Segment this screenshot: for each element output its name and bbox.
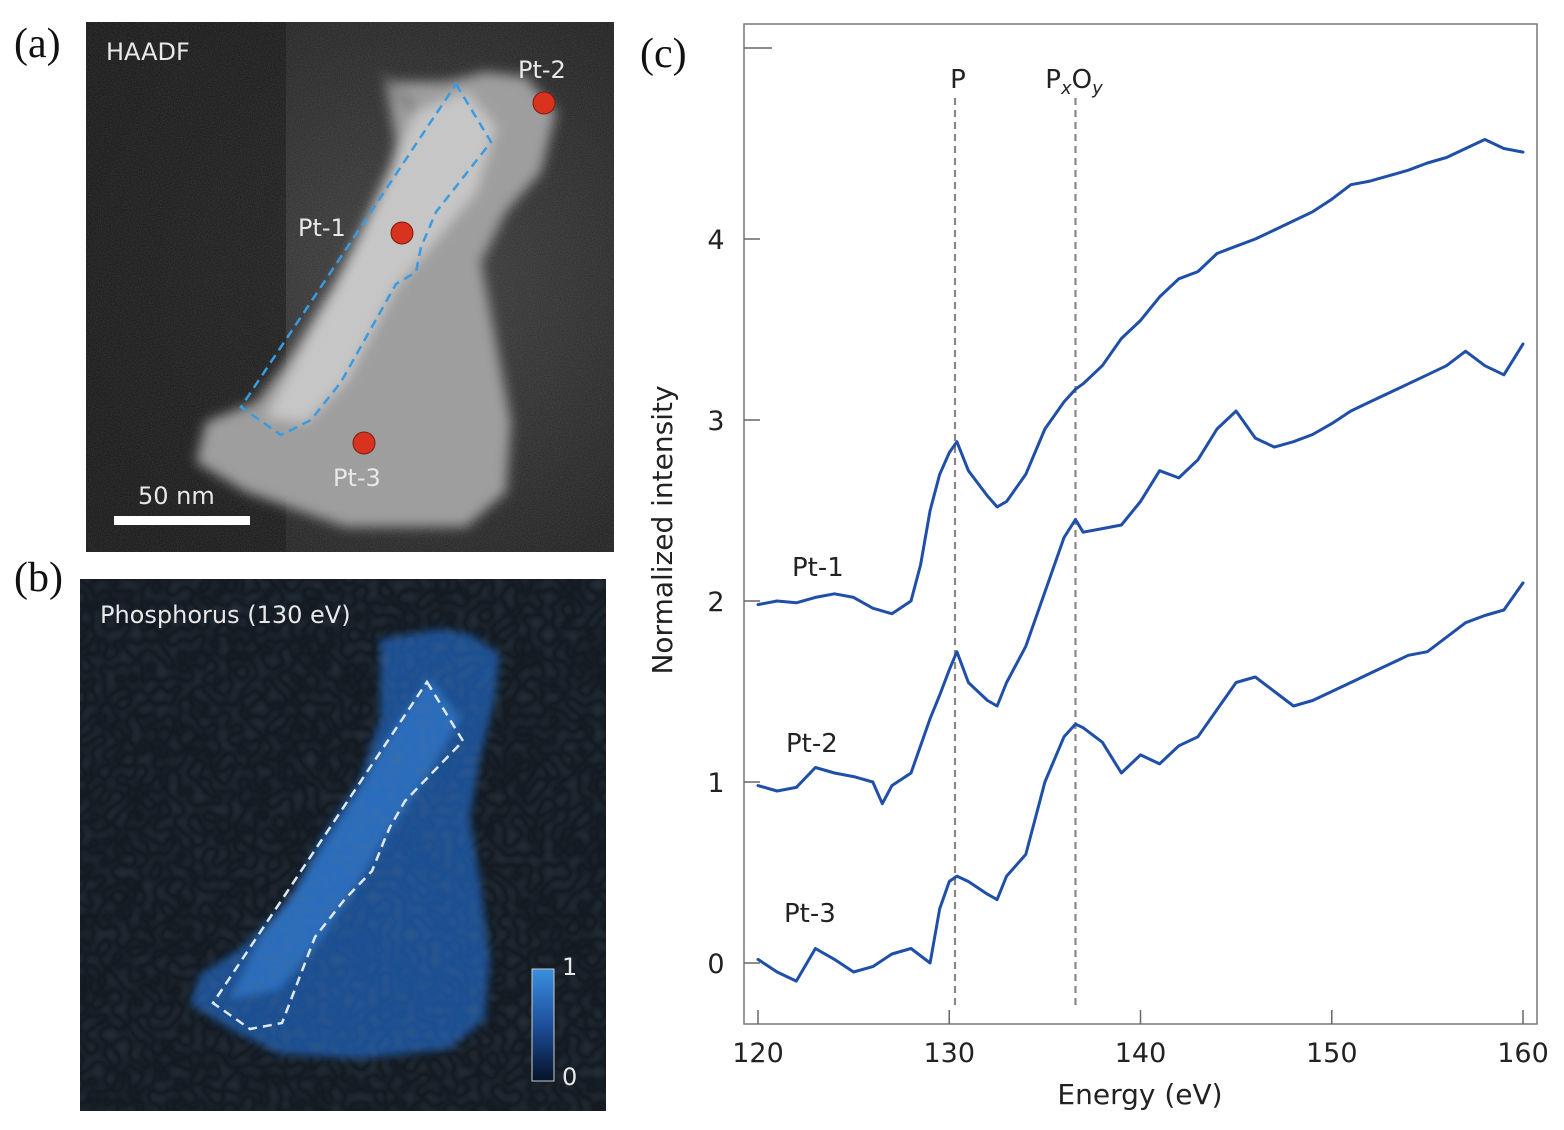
x-tick-label-140: 140 [1115, 1038, 1167, 1069]
series-line-pt-1 [756, 138, 1525, 616]
annotation-p: P [950, 65, 966, 95]
x-tick-label-160: 160 [1497, 1038, 1549, 1069]
panel-b-letter: (b) [14, 555, 63, 601]
haadf-label: HAADF [106, 38, 190, 66]
y-tick-label-2: 2 [707, 587, 724, 618]
colorbar-max-label: 1 [562, 953, 578, 981]
label-pt-3: Pt-3 [333, 464, 381, 492]
series-line-pt-3 [756, 581, 1525, 983]
y-tick-label-0: 0 [707, 949, 724, 980]
series-label-pt-3: Pt-3 [784, 899, 836, 929]
label-pt-1: Pt-1 [298, 214, 346, 242]
x-tick-label-130: 130 [923, 1038, 975, 1069]
plot-frame [743, 23, 1538, 1025]
x-tick-label-150: 150 [1306, 1038, 1358, 1069]
x-tick-label-120: 120 [732, 1038, 784, 1069]
phosphorus-map-svg [80, 579, 606, 1111]
scale-bar [114, 516, 250, 525]
annotation-pxoy: PxOy [1045, 65, 1103, 99]
phosphorus-map: Phosphorus (130 eV) 1 0 [80, 579, 606, 1111]
phosphorus-dashed-outline [211, 679, 465, 1031]
y-axis-label: Normalized intensity [646, 385, 679, 674]
marker-pt-2 [532, 91, 556, 115]
y-tick-label-4: 4 [707, 225, 724, 256]
marker-pt-1 [390, 221, 414, 245]
colorbar [531, 968, 555, 1082]
marker-pt-3 [352, 431, 376, 455]
y-tick-label-1: 1 [707, 768, 724, 799]
colorbar-min-label: 0 [562, 1063, 578, 1091]
haadf-image: HAADF Pt-2 Pt-1 Pt-3 50 nm [86, 22, 614, 552]
haadf-image-svg [86, 22, 614, 552]
label-pt-2: Pt-2 [518, 56, 566, 84]
series-line-pt-2 [756, 342, 1525, 806]
panel-c-letter: (c) [640, 31, 687, 77]
y-tick-label-3: 3 [707, 406, 724, 437]
series-label-pt-1: Pt-1 [792, 553, 844, 583]
series-label-pt-2: Pt-2 [786, 729, 838, 759]
panel-a-letter: (a) [14, 21, 61, 67]
x-axis-label: Energy (eV) [1057, 1078, 1222, 1111]
haadf-dashed-outline [239, 81, 493, 437]
phosphorus-title: Phosphorus (130 eV) [100, 601, 351, 629]
scale-bar-label: 50 nm [138, 482, 215, 510]
